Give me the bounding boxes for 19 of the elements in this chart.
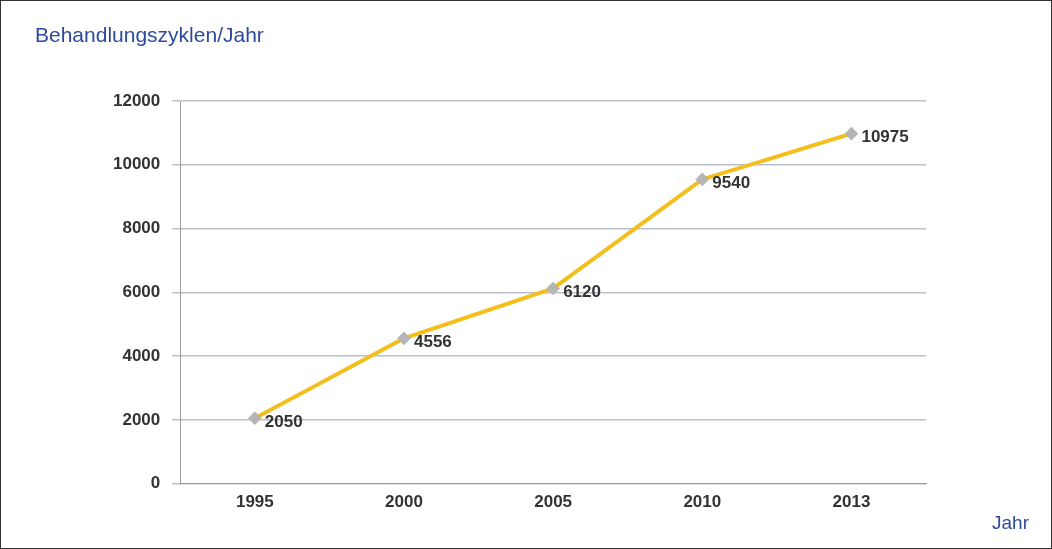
data-label: 4556 [413, 332, 452, 352]
data-label: 9540 [712, 173, 751, 193]
x-tick-label: 2010 [683, 492, 722, 512]
y-tick-label: 8000 [122, 218, 161, 238]
y-tick-label: 4000 [122, 345, 161, 365]
chart-title: Behandlungszyklen/Jahr [35, 23, 264, 47]
y-tick-label: 2000 [122, 409, 161, 429]
data-label: 2050 [264, 411, 303, 431]
x-tick-label: 2000 [385, 492, 423, 512]
x-tick-label: 2005 [534, 492, 573, 512]
x-tick-label: 2013 [832, 492, 871, 512]
x-tick-label: 1995 [235, 492, 274, 512]
data-label: 10975 [861, 127, 909, 147]
y-tick-label: 0 [150, 473, 161, 493]
y-tick-label: 10000 [112, 154, 161, 174]
data-label: 6120 [563, 282, 601, 302]
x-axis-title: Jahr [992, 512, 1029, 534]
y-tick-label: 6000 [122, 281, 161, 301]
y-tick-label: 12000 [112, 90, 161, 110]
